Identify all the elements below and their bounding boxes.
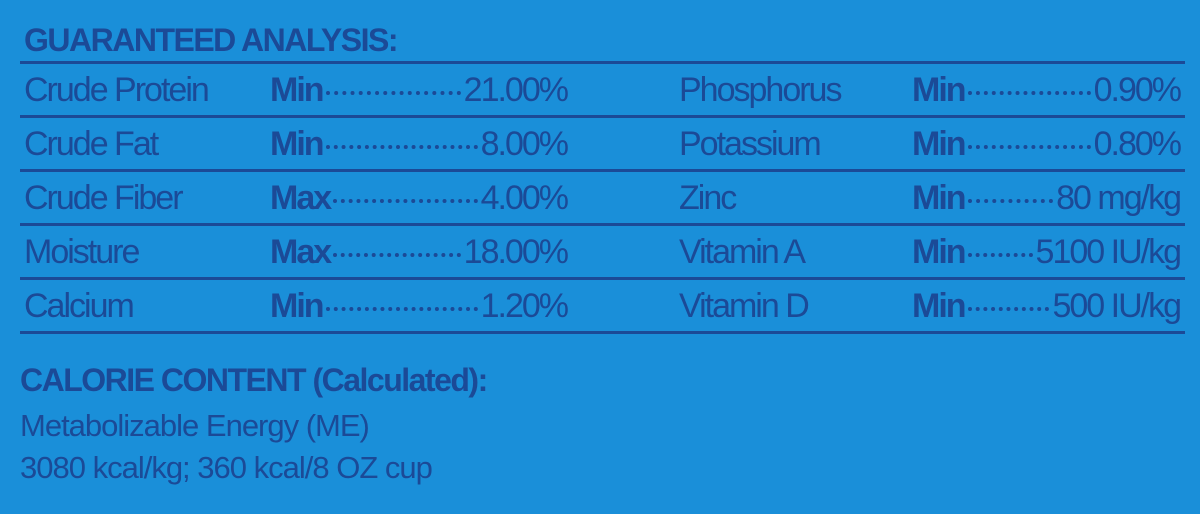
nutrient-measure: Min 0.90% [912, 63, 1182, 117]
nutrient-name: Phosphorus [679, 71, 842, 109]
nutrient-value: 8.00% [480, 125, 569, 163]
leader-dots [967, 253, 1033, 257]
nutrient-measure: Min 0.80% [912, 117, 1182, 171]
calorie-line: Metabolizable Energy (ME) [20, 408, 370, 443]
nutrient-measure: Min 1.20% [270, 279, 569, 333]
nutrient-value: 4.00% [480, 179, 569, 217]
nutrient-measure: Min 80 mg/kg [912, 171, 1182, 225]
leader-dots [333, 199, 478, 203]
nutrient-value: 18.00% [463, 233, 569, 271]
nutrient-name: Crude Fiber [24, 179, 184, 217]
leader-dots [333, 253, 461, 257]
nutrient-value: 5100 IU/kg [1035, 233, 1182, 271]
rule [20, 331, 1185, 334]
qualifier: Min [912, 287, 967, 325]
nutrient-value: 1.20% [480, 287, 569, 325]
rule [20, 223, 1185, 226]
qualifier: Min [912, 125, 967, 163]
leader-dots [325, 91, 461, 95]
qualifier: Max [270, 179, 332, 217]
analysis-title: GUARANTEED ANALYSIS: [24, 22, 399, 58]
qualifier: Min [270, 71, 325, 109]
nutrient-name: Zinc [679, 179, 737, 217]
leader-dots [967, 145, 1091, 149]
qualifier: Min [912, 179, 967, 217]
qualifier: Min [912, 71, 967, 109]
leader-dots [967, 307, 1050, 311]
nutrient-name: Calcium [24, 287, 135, 325]
nutrient-measure: Min 5100 IU/kg [912, 225, 1182, 279]
nutrient-name: Crude Protein [24, 71, 210, 109]
nutrient-value: 0.80% [1093, 125, 1182, 163]
qualifier: Max [270, 233, 332, 271]
leader-dots [325, 307, 478, 311]
nutrient-value: 80 mg/kg [1056, 179, 1182, 217]
nutrient-value: 500 IU/kg [1052, 287, 1182, 325]
qualifier: Min [270, 287, 325, 325]
qualifier: Min [270, 125, 325, 163]
nutrient-name: Moisture [24, 233, 140, 271]
leader-dots [325, 145, 478, 149]
nutrient-name: Vitamin D [679, 287, 810, 325]
rule [20, 277, 1185, 280]
rule [20, 61, 1185, 64]
rule [20, 115, 1185, 118]
nutrient-measure: Max 18.00% [270, 225, 569, 279]
nutrient-measure: Max 4.00% [270, 171, 569, 225]
calorie-line: 3080 kcal/kg; 360 kcal/8 OZ cup [20, 450, 433, 485]
leader-dots [967, 91, 1091, 95]
nutrient-name: Potassium [679, 125, 822, 163]
rule [20, 169, 1185, 172]
nutrient-value: 0.90% [1093, 71, 1182, 109]
nutrient-measure: Min 21.00% [270, 63, 569, 117]
qualifier: Min [912, 233, 967, 271]
leader-dots [967, 199, 1054, 203]
nutrient-name: Vitamin A [679, 233, 806, 271]
calorie-title: CALORIE CONTENT (Calculated): [20, 362, 488, 398]
nutrient-measure: Min 500 IU/kg [912, 279, 1182, 333]
nutrient-measure: Min 8.00% [270, 117, 569, 171]
nutrient-value: 21.00% [463, 71, 569, 109]
nutrient-name: Crude Fat [24, 125, 159, 163]
